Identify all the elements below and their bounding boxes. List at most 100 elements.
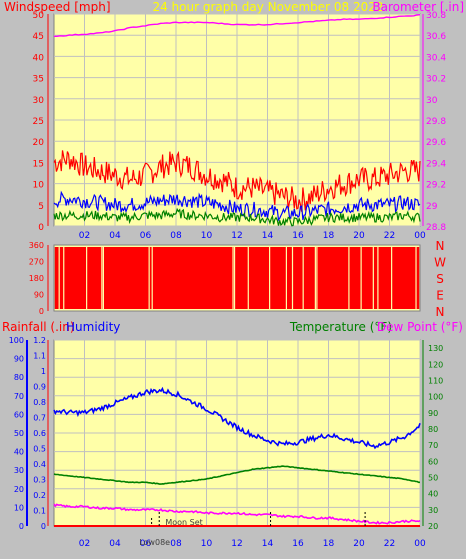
barometer-axis-tick: 28.8 bbox=[426, 223, 446, 233]
barometer-axis-tick: 30.2 bbox=[426, 75, 446, 85]
temp-x-tick: 20 bbox=[353, 539, 365, 549]
temperature-axis-tick: 90 bbox=[428, 409, 438, 418]
graph-date-title: 24 hour graph day November 08 2022 bbox=[152, 0, 383, 14]
humidity-axis-tick: 30 bbox=[14, 466, 24, 475]
series-wind-gust-max- bbox=[53, 150, 421, 212]
temp-x-tick: 00 bbox=[414, 539, 426, 549]
compass-label: N bbox=[436, 239, 445, 253]
direction-gap bbox=[101, 247, 103, 309]
wind-x-tick: 16 bbox=[292, 231, 304, 241]
moon-set-annotation: Moon Set bbox=[165, 518, 202, 527]
direction-gap bbox=[247, 247, 249, 309]
wind-axis-tick: 40 bbox=[33, 53, 45, 63]
humidity-axis-tick: 0 bbox=[19, 522, 24, 531]
wind-x-tick: 02 bbox=[79, 231, 90, 241]
humidity-axis-tick: 10 bbox=[14, 503, 24, 512]
temperature-axis-tick: 30 bbox=[428, 506, 438, 515]
temperature-axis-tick: 50 bbox=[428, 473, 438, 482]
rainfall-axis-tick: 0.8 bbox=[33, 398, 46, 407]
temp-x-tick: 04 bbox=[109, 539, 121, 549]
barometer-axis-tick: 30.8 bbox=[426, 11, 446, 21]
direction-axis-tick: 90 bbox=[34, 291, 44, 300]
temperature-axis-tick: 80 bbox=[428, 425, 438, 434]
temp-x-tick: 10 bbox=[201, 539, 213, 549]
barometer-axis-tick: 29.6 bbox=[426, 138, 446, 148]
temp-x-tick: 14 bbox=[262, 539, 274, 549]
temp-x-tick: 08 bbox=[170, 539, 182, 549]
humidity-axis-tick: 80 bbox=[14, 373, 24, 382]
wind-x-tick: 04 bbox=[109, 231, 121, 241]
wind-x-tick: 12 bbox=[231, 231, 242, 241]
direction-gap bbox=[348, 247, 350, 309]
low-annotation: Low08e bbox=[139, 538, 170, 547]
wind-axis-tick: 35 bbox=[33, 75, 44, 85]
direction-axis-tick: 270 bbox=[29, 258, 44, 267]
barometer-axis-tick: 29.4 bbox=[426, 159, 446, 169]
humidity-axis-tick: 20 bbox=[14, 485, 24, 494]
wind-x-tick: 22 bbox=[384, 231, 395, 241]
compass-label: E bbox=[436, 289, 444, 303]
series-dew-point bbox=[53, 503, 421, 525]
direction-gap bbox=[285, 247, 287, 309]
temp-x-tick: 16 bbox=[292, 539, 304, 549]
rainfall-axis-tick: 0.6 bbox=[33, 429, 46, 438]
temperature-axis-tick: 100 bbox=[428, 393, 443, 402]
direction-gap bbox=[151, 247, 153, 309]
wind-axis-tick: 15 bbox=[33, 159, 44, 169]
direction-gap bbox=[148, 247, 150, 309]
compass-label: S bbox=[436, 272, 444, 286]
rainfall-axis-tick: 0.7 bbox=[33, 414, 46, 423]
direction-axis-tick: 180 bbox=[29, 274, 44, 283]
temperature-axis-tick: 120 bbox=[428, 360, 443, 369]
humidity-axis-tick: 50 bbox=[14, 429, 24, 438]
humidity-axis-tick: 60 bbox=[14, 410, 24, 419]
direction-gap bbox=[360, 247, 362, 309]
temp-x-tick: 18 bbox=[323, 539, 335, 549]
humidity-axis-tick: 40 bbox=[14, 448, 24, 457]
direction-gap bbox=[232, 247, 234, 309]
wind-x-tick: 00 bbox=[414, 231, 426, 241]
wind-x-tick: 10 bbox=[201, 231, 213, 241]
barometer-axis-tick: 29 bbox=[426, 202, 438, 212]
direction-gap bbox=[291, 247, 294, 309]
rainfall-axis-tick: 1.1 bbox=[33, 352, 46, 361]
direction-gap bbox=[58, 247, 60, 309]
direction-axis-tick: 360 bbox=[29, 241, 44, 250]
direction-gap bbox=[102, 247, 104, 309]
wind-x-tick: 14 bbox=[262, 231, 274, 241]
temp-x-tick: 02 bbox=[79, 539, 90, 549]
direction-gap bbox=[314, 247, 316, 309]
windspeed-label: Windspeed [mph] bbox=[4, 0, 111, 14]
direction-gap bbox=[302, 247, 304, 309]
wind-axis-tick: 10 bbox=[33, 181, 45, 191]
temperature-axis-tick: 110 bbox=[428, 376, 443, 385]
temperature-axis-tick: 60 bbox=[428, 457, 438, 466]
wind-x-tick: 20 bbox=[353, 231, 365, 241]
temperature-axis-tick: 20 bbox=[428, 522, 438, 531]
wind-axis-tick: 5 bbox=[38, 202, 44, 212]
barometer-axis-tick: 30.6 bbox=[426, 32, 446, 42]
wind-axis-tick: 20 bbox=[33, 138, 45, 148]
direction-gap bbox=[269, 247, 271, 309]
direction-gap bbox=[86, 247, 88, 309]
direction-gap bbox=[377, 247, 379, 309]
wind-axis-tick: 50 bbox=[33, 11, 45, 21]
series-temperature bbox=[53, 465, 420, 485]
temp-x-tick: 06 bbox=[140, 539, 152, 549]
wind-x-tick: 08 bbox=[170, 231, 182, 241]
rainfall-axis-tick: 0.2 bbox=[33, 491, 46, 500]
barometer-axis-tick: 30.4 bbox=[426, 53, 446, 63]
series-humidity bbox=[53, 386, 421, 450]
wind-axis-tick: 0 bbox=[38, 223, 44, 233]
barometer-axis-tick: 29.2 bbox=[426, 181, 446, 191]
series-wind-direction bbox=[54, 247, 420, 309]
humidity-axis-tick: 100 bbox=[9, 336, 24, 345]
rainfall-label: Rainfall (.in) bbox=[2, 320, 75, 334]
rainfall-axis-tick: 0.1 bbox=[33, 507, 46, 516]
barometer-axis-tick: 30 bbox=[426, 96, 438, 106]
barometer-axis-tick: 29.8 bbox=[426, 117, 446, 127]
temperature-label: Temperature (°F) bbox=[289, 320, 392, 334]
rainfall-axis-tick: 0.3 bbox=[33, 476, 46, 485]
direction-gap bbox=[415, 247, 417, 309]
